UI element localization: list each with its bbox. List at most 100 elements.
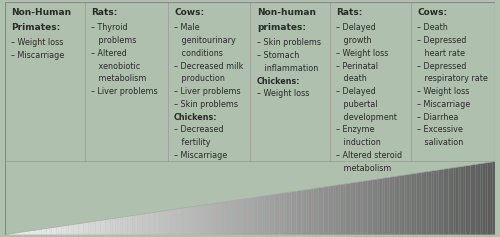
Text: – Miscarriage: – Miscarriage <box>174 151 228 160</box>
Text: – Weight loss: – Weight loss <box>336 49 388 58</box>
Polygon shape <box>348 183 350 235</box>
Text: – Delayed: – Delayed <box>336 87 376 96</box>
Polygon shape <box>206 204 208 235</box>
Text: – Skin problems: – Skin problems <box>174 100 238 109</box>
Polygon shape <box>324 187 326 235</box>
Text: problems: problems <box>91 36 136 45</box>
Polygon shape <box>108 219 110 235</box>
Text: inflammation: inflammation <box>257 64 318 73</box>
Polygon shape <box>238 200 240 235</box>
Polygon shape <box>174 209 176 235</box>
Polygon shape <box>59 226 62 235</box>
Text: primates:: primates: <box>257 23 306 32</box>
Polygon shape <box>407 174 409 235</box>
Polygon shape <box>382 178 385 235</box>
Text: Cows:: Cows: <box>417 8 447 17</box>
Polygon shape <box>478 164 480 235</box>
Text: production: production <box>174 74 225 83</box>
Polygon shape <box>358 182 360 235</box>
Text: – Liver problems: – Liver problems <box>91 87 158 96</box>
Polygon shape <box>66 225 68 235</box>
Polygon shape <box>184 208 186 235</box>
Text: – Depressed: – Depressed <box>417 62 467 71</box>
Text: heart rate: heart rate <box>417 49 465 58</box>
Polygon shape <box>284 192 287 235</box>
Text: – Stomach: – Stomach <box>257 51 299 60</box>
Polygon shape <box>280 193 282 235</box>
Polygon shape <box>272 194 274 235</box>
Polygon shape <box>248 198 250 235</box>
Text: Cows:: Cows: <box>174 8 204 17</box>
Text: – Enzyme: – Enzyme <box>336 125 374 134</box>
Text: – Excessive: – Excessive <box>417 125 463 134</box>
Polygon shape <box>416 173 419 235</box>
Polygon shape <box>81 223 84 235</box>
Polygon shape <box>419 173 422 235</box>
Polygon shape <box>370 180 372 235</box>
Text: – Decreased milk: – Decreased milk <box>174 62 244 71</box>
Polygon shape <box>454 167 456 235</box>
Polygon shape <box>5 234 8 235</box>
Polygon shape <box>404 175 407 235</box>
Polygon shape <box>169 210 172 235</box>
Polygon shape <box>157 212 160 235</box>
Polygon shape <box>52 227 54 235</box>
Polygon shape <box>98 220 100 235</box>
Polygon shape <box>353 182 356 235</box>
Polygon shape <box>446 169 448 235</box>
Polygon shape <box>236 200 238 235</box>
Polygon shape <box>128 216 130 235</box>
Polygon shape <box>444 169 446 235</box>
Polygon shape <box>189 207 191 235</box>
Polygon shape <box>400 175 402 235</box>
Polygon shape <box>179 208 182 235</box>
Polygon shape <box>20 232 22 235</box>
Polygon shape <box>436 170 438 235</box>
Polygon shape <box>260 196 262 235</box>
Polygon shape <box>380 178 382 235</box>
Polygon shape <box>37 229 40 235</box>
Polygon shape <box>245 198 248 235</box>
Polygon shape <box>46 228 49 235</box>
Text: – Altered steroid: – Altered steroid <box>336 151 402 160</box>
Polygon shape <box>346 183 348 235</box>
Polygon shape <box>216 203 218 235</box>
Polygon shape <box>343 184 345 235</box>
Polygon shape <box>365 181 368 235</box>
Polygon shape <box>115 218 117 235</box>
Polygon shape <box>27 231 30 235</box>
Polygon shape <box>228 201 230 235</box>
Polygon shape <box>86 222 88 235</box>
Polygon shape <box>350 183 353 235</box>
Polygon shape <box>24 231 27 235</box>
Text: – Miscarriage: – Miscarriage <box>12 51 64 60</box>
Polygon shape <box>76 224 78 235</box>
Polygon shape <box>336 185 338 235</box>
Polygon shape <box>414 173 416 235</box>
Polygon shape <box>147 213 150 235</box>
Polygon shape <box>135 215 138 235</box>
Polygon shape <box>113 218 115 235</box>
Polygon shape <box>56 227 59 235</box>
Polygon shape <box>130 216 132 235</box>
Polygon shape <box>42 229 44 235</box>
Polygon shape <box>262 196 264 235</box>
Polygon shape <box>198 205 201 235</box>
Polygon shape <box>176 209 179 235</box>
Polygon shape <box>186 207 189 235</box>
Polygon shape <box>208 204 211 235</box>
Text: – Depressed: – Depressed <box>417 36 467 45</box>
Polygon shape <box>140 214 142 235</box>
Polygon shape <box>412 173 414 235</box>
Text: fertility: fertility <box>174 138 210 147</box>
Polygon shape <box>106 219 108 235</box>
Polygon shape <box>441 169 444 235</box>
Polygon shape <box>480 163 483 235</box>
Polygon shape <box>306 189 309 235</box>
Polygon shape <box>40 229 42 235</box>
Polygon shape <box>138 214 140 235</box>
Polygon shape <box>223 202 226 235</box>
Polygon shape <box>409 174 412 235</box>
Polygon shape <box>118 217 120 235</box>
Polygon shape <box>218 202 220 235</box>
